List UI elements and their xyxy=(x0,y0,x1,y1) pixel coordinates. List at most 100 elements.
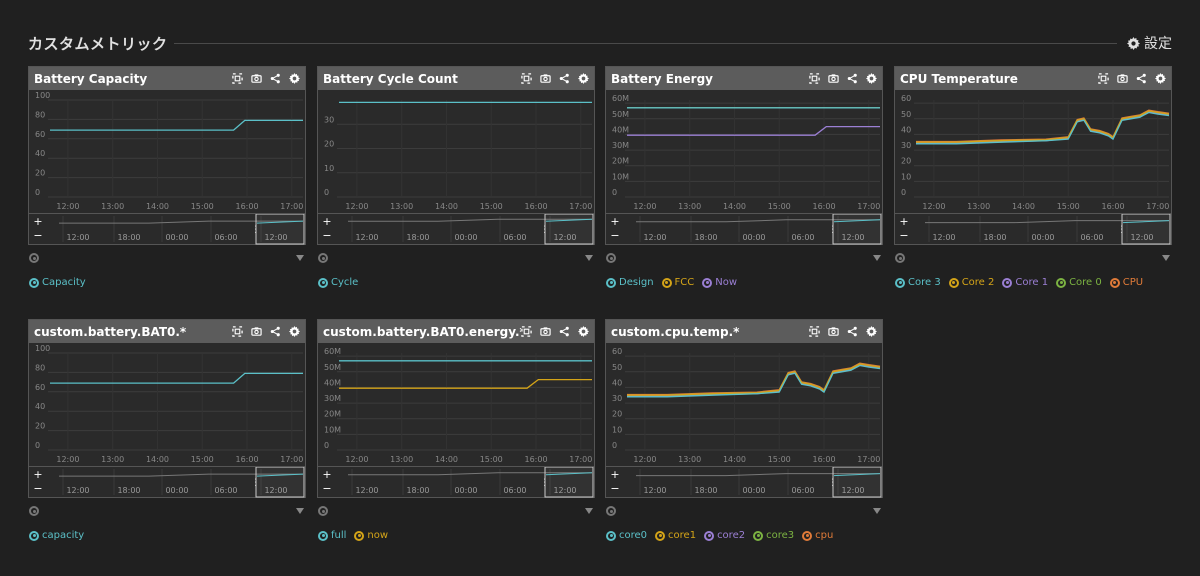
legend-item-core-1[interactable]: Core 1 xyxy=(1002,277,1048,288)
navigator-selection[interactable] xyxy=(544,467,594,498)
share-icon[interactable] xyxy=(270,73,281,84)
navigator-handle-left[interactable]: ⋮ xyxy=(828,478,837,488)
camera-icon[interactable] xyxy=(1117,73,1128,84)
legend-item-cycle[interactable]: Cycle xyxy=(318,277,358,288)
gear-icon[interactable] xyxy=(289,73,300,84)
zoom-out-button[interactable]: − xyxy=(33,482,43,495)
toggle-all-series-button[interactable] xyxy=(318,506,328,516)
camera-icon[interactable] xyxy=(540,73,551,84)
time-navigator[interactable]: +− 12:00 18:00 00:00 06:00 12:00 ⋮ xyxy=(606,213,882,245)
camera-icon[interactable] xyxy=(828,73,839,84)
legend-item-capacity[interactable]: Capacity xyxy=(29,277,86,288)
navigator-selection[interactable] xyxy=(832,467,882,498)
line-chart[interactable]: 0 10M 20M 30M 40M 50M 60M 12:00 13:00 14:00 15:00 1… xyxy=(606,90,882,213)
settings-button[interactable]: 設定 xyxy=(1127,33,1172,53)
legend-item-cpu[interactable]: CPU xyxy=(1109,277,1143,288)
line-chart[interactable]: 0 20 40 60 80 100 12:00 13:00 14:00 15:00 16:00 17:… xyxy=(29,343,305,466)
legend-item-now[interactable]: now xyxy=(354,530,388,541)
legend-item-core-0[interactable]: Core 0 xyxy=(1056,277,1102,288)
fullscreen-icon[interactable] xyxy=(232,73,243,84)
fullscreen-icon[interactable] xyxy=(809,326,820,337)
toggle-all-series-button[interactable] xyxy=(318,253,328,263)
caret-down-icon[interactable] xyxy=(585,255,593,261)
share-icon[interactable] xyxy=(559,326,570,337)
fullscreen-icon[interactable] xyxy=(521,326,532,337)
fullscreen-icon[interactable] xyxy=(809,73,820,84)
zoom-out-button[interactable]: − xyxy=(33,229,43,242)
gear-icon[interactable] xyxy=(578,73,589,84)
camera-icon[interactable] xyxy=(251,326,262,337)
navigator-handle-left[interactable]: ⋮ xyxy=(828,225,837,235)
caret-down-icon[interactable] xyxy=(873,255,881,261)
zoom-in-button[interactable]: + xyxy=(322,215,332,228)
legend-item-core1[interactable]: core1 xyxy=(655,530,696,541)
share-icon[interactable] xyxy=(1136,73,1147,84)
line-chart[interactable]: 0 10 20 30 40 50 60 12:00 13:00 14:00 15:00 16:00 17… xyxy=(895,90,1171,213)
zoom-out-button[interactable]: − xyxy=(322,482,332,495)
legend-item-core3[interactable]: core3 xyxy=(753,530,794,541)
share-icon[interactable] xyxy=(847,326,858,337)
zoom-out-button[interactable]: − xyxy=(899,229,909,242)
share-icon[interactable] xyxy=(847,73,858,84)
zoom-in-button[interactable]: + xyxy=(899,215,909,228)
camera-icon[interactable] xyxy=(540,326,551,337)
navigator-handle-left[interactable]: ⋮ xyxy=(540,478,549,488)
gear-icon[interactable] xyxy=(866,326,877,337)
zoom-out-button[interactable]: − xyxy=(322,229,332,242)
legend-item-design[interactable]: Design xyxy=(606,277,654,288)
time-navigator[interactable]: +− 12:00 18:00 00:00 06:00 12:00 ⋮ xyxy=(29,213,305,245)
gear-icon[interactable] xyxy=(289,326,300,337)
zoom-out-button[interactable]: − xyxy=(610,229,620,242)
share-icon[interactable] xyxy=(559,73,570,84)
toggle-all-series-button[interactable] xyxy=(606,506,616,516)
toggle-all-series-button[interactable] xyxy=(895,253,905,263)
legend-item-core-2[interactable]: Core 2 xyxy=(948,277,994,288)
zoom-in-button[interactable]: + xyxy=(610,468,620,481)
legend-item-fcc[interactable]: FCC xyxy=(661,277,694,288)
navigator-handle-left[interactable]: ⋮ xyxy=(251,225,260,235)
caret-down-icon[interactable] xyxy=(296,508,304,514)
fullscreen-icon[interactable] xyxy=(232,326,243,337)
time-navigator[interactable]: +− 12:00 18:00 00:00 06:00 12:00 ⋮ xyxy=(606,466,882,498)
navigator-selection[interactable] xyxy=(832,214,882,245)
camera-icon[interactable] xyxy=(251,73,262,84)
legend-item-now[interactable]: Now xyxy=(702,277,737,288)
toggle-all-series-button[interactable] xyxy=(29,506,39,516)
legend-item-core-3[interactable]: Core 3 xyxy=(895,277,941,288)
line-chart[interactable]: 0 10 20 30 12:00 13:00 14:00 15:00 16:00 17:00 xyxy=(318,90,594,213)
caret-down-icon[interactable] xyxy=(296,255,304,261)
legend-item-core0[interactable]: core0 xyxy=(606,530,647,541)
time-navigator[interactable]: +− 12:00 18:00 00:00 06:00 12:00 ⋮ xyxy=(895,213,1171,245)
navigator-selection[interactable] xyxy=(1121,214,1171,245)
line-chart[interactable]: 0 10 20 30 40 50 60 12:00 13:00 14:00 15:00 16:00 17… xyxy=(606,343,882,466)
gear-icon[interactable] xyxy=(578,326,589,337)
fullscreen-icon[interactable] xyxy=(1098,73,1109,84)
caret-down-icon[interactable] xyxy=(1162,255,1170,261)
gear-icon[interactable] xyxy=(866,73,877,84)
line-chart[interactable]: 0 10M 20M 30M 40M 50M 60M 12:00 13:00 14:00 15:00 1… xyxy=(318,343,594,466)
zoom-in-button[interactable]: + xyxy=(33,215,43,228)
gear-icon[interactable] xyxy=(1155,73,1166,84)
time-navigator[interactable]: +− 12:00 18:00 00:00 06:00 12:00 ⋮ xyxy=(318,466,594,498)
legend-item-full[interactable]: full xyxy=(318,530,346,541)
navigator-handle-left[interactable]: ⋮ xyxy=(540,225,549,235)
zoom-in-button[interactable]: + xyxy=(322,468,332,481)
navigator-selection[interactable] xyxy=(255,214,305,245)
zoom-in-button[interactable]: + xyxy=(610,215,620,228)
zoom-in-button[interactable]: + xyxy=(33,468,43,481)
camera-icon[interactable] xyxy=(828,326,839,337)
navigator-selection[interactable] xyxy=(255,467,305,498)
line-chart[interactable]: 0 20 40 60 80 100 12:00 13:00 14:00 15:00 16:00 17:… xyxy=(29,90,305,213)
time-navigator[interactable]: +− 12:00 18:00 00:00 06:00 12:00 ⋮ xyxy=(318,213,594,245)
toggle-all-series-button[interactable] xyxy=(29,253,39,263)
time-navigator[interactable]: +− 12:00 18:00 00:00 06:00 12:00 ⋮ xyxy=(29,466,305,498)
caret-down-icon[interactable] xyxy=(873,508,881,514)
caret-down-icon[interactable] xyxy=(585,508,593,514)
navigator-selection[interactable] xyxy=(544,214,594,245)
zoom-out-button[interactable]: − xyxy=(610,482,620,495)
toggle-all-series-button[interactable] xyxy=(606,253,616,263)
fullscreen-icon[interactable] xyxy=(521,73,532,84)
legend-item-capacity[interactable]: capacity xyxy=(29,530,84,541)
legend-item-cpu[interactable]: cpu xyxy=(802,530,833,541)
navigator-handle-left[interactable]: ⋮ xyxy=(251,478,260,488)
